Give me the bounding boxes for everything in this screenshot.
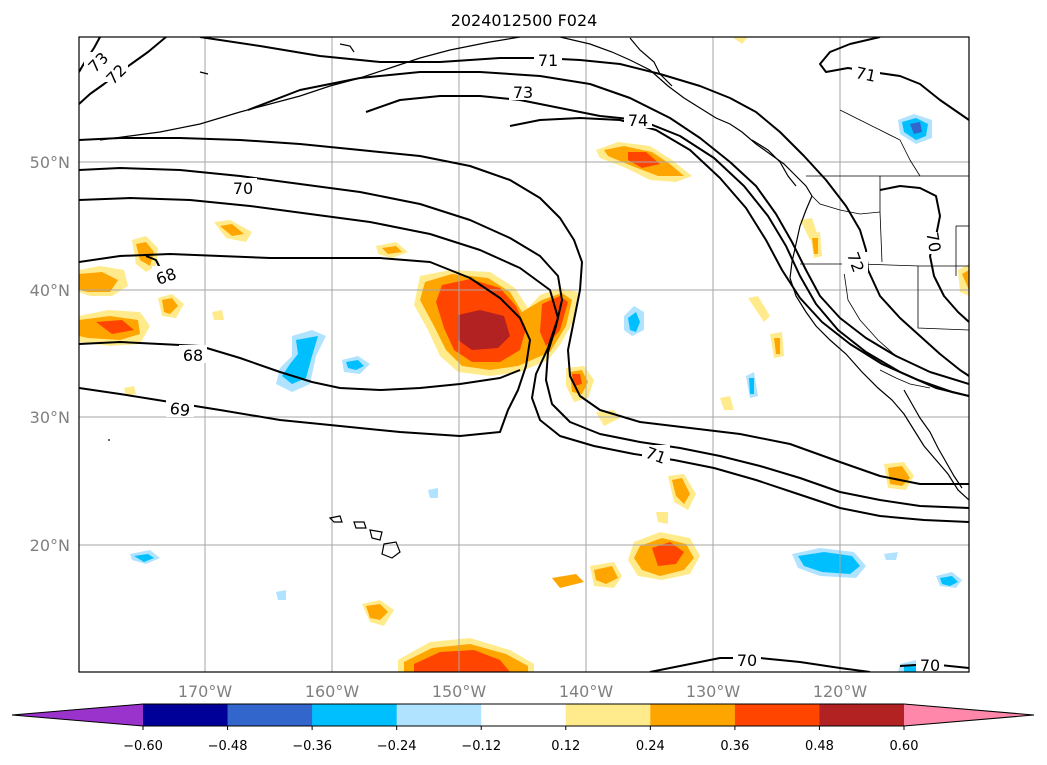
- lon-label: 160°W: [305, 682, 360, 701]
- lon-label: 140°W: [559, 682, 614, 701]
- colorbar-segment: [650, 704, 736, 726]
- colorbar-segment: [481, 704, 567, 726]
- colorbar-tick-label: −0.12: [461, 739, 501, 754]
- colorbar-segment: [312, 704, 398, 726]
- lon-label: 120°W: [813, 682, 868, 701]
- colorbar-tick-label: −0.60: [123, 739, 163, 754]
- map-frame: [78, 36, 970, 673]
- colorbar-segment: [734, 704, 820, 726]
- contour-label: 73: [513, 83, 533, 102]
- contour-label: 68: [183, 346, 203, 365]
- lat-label: 20°N: [30, 536, 70, 555]
- colorbar-tick-label: 0.48: [805, 739, 834, 754]
- lon-label: 150°W: [432, 682, 487, 701]
- colorbar-segment: [565, 704, 651, 726]
- contour-label: 69: [169, 399, 192, 421]
- latitude-labels: 50°N 40°N 30°N 20°N: [30, 153, 70, 555]
- lon-label: 130°W: [686, 682, 741, 701]
- contour-label: 70: [233, 179, 253, 198]
- colorbar-tick-label: 0.60: [890, 739, 919, 754]
- colorbar-segment: [819, 704, 905, 726]
- colorbar-extend-low: [12, 704, 143, 726]
- contour-label: 70: [737, 651, 757, 670]
- colorbar-tick-label: 0.36: [720, 739, 749, 754]
- colorbar: −0.60 −0.48 −0.36 −0.24 −0.12 0.12 0.24 0.36 0.4…: [11, 703, 1035, 754]
- colorbar-tick-label: −0.24: [377, 739, 417, 754]
- lat-label: 40°N: [30, 281, 70, 300]
- longitude-labels: 170°W 160°W 150°W 140°W 130°W 120°W: [178, 682, 868, 701]
- colorbar-segment: [143, 704, 229, 726]
- negative-anomaly-shading: [130, 114, 962, 672]
- lat-label: 50°N: [30, 153, 70, 172]
- colorbar-segment: [227, 704, 313, 726]
- colorbar-segment: [396, 704, 482, 726]
- coastlines: [99, 37, 969, 559]
- lon-label: 170°W: [178, 682, 233, 701]
- contour-label: 71: [538, 51, 558, 70]
- colorbar-tick-label: −0.36: [292, 739, 332, 754]
- political-borders: [800, 109, 969, 389]
- contour-label: 74: [628, 111, 648, 130]
- map-title: 2024012500 F024: [451, 11, 598, 30]
- lat-label: 30°N: [30, 408, 70, 427]
- colorbar-tick-label: −0.48: [208, 739, 248, 754]
- colorbar-extend-high: [904, 704, 1034, 726]
- height-contours: [79, 37, 969, 672]
- contour-label: 70: [922, 230, 944, 253]
- map-area: 73 72 71 73 74 71 70 68 68 69 71 72 70: [79, 37, 969, 675]
- colorbar-tick-label: 0.24: [636, 739, 665, 754]
- contour-label: 71: [854, 63, 878, 86]
- contour-label: 70: [920, 656, 940, 675]
- colorbar-tick-label: 0.12: [551, 739, 580, 754]
- positive-anomaly-shading: [79, 37, 969, 672]
